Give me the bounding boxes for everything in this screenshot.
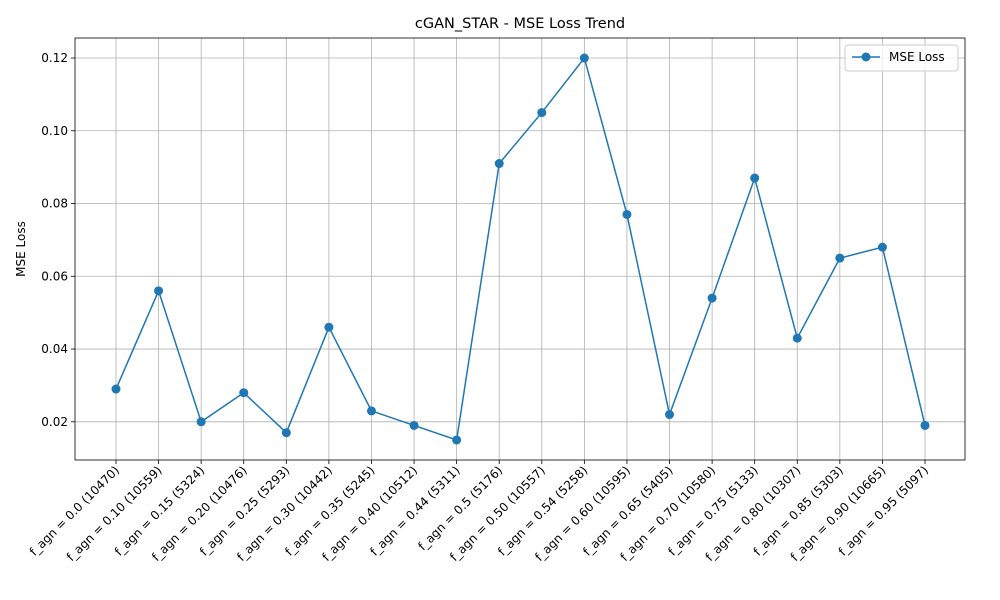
y-tick-label-1: 0.04 — [41, 342, 68, 356]
data-point-6 — [366, 406, 376, 416]
data-point-10 — [537, 108, 547, 118]
data-point-13 — [665, 410, 675, 420]
y-tick-label-4: 0.10 — [41, 124, 68, 138]
legend-entry-mse-loss: MSE Loss — [889, 50, 945, 64]
data-point-11 — [579, 53, 589, 63]
data-point-1 — [154, 286, 164, 296]
plot-frame — [74, 37, 966, 461]
legend-box — [844, 44, 959, 72]
grid-lines — [75, 38, 965, 460]
y-axis-ticks: 0.02 0.04 0.06 0.08 0.10 0.12 — [41, 51, 75, 429]
data-point-7 — [409, 420, 419, 430]
chart-title: cGAN_STAR - MSE Loss Trend — [415, 16, 625, 32]
y-tick-label-0: 0.02 — [41, 415, 68, 429]
y-tick-label-3: 0.08 — [41, 197, 68, 211]
legend: MSE Loss — [844, 44, 959, 72]
y-tick-label-5: 0.12 — [41, 51, 68, 65]
data-point-0 — [111, 384, 121, 394]
data-point-8 — [452, 435, 462, 445]
data-point-19 — [920, 420, 930, 430]
y-axis-label: MSE Loss — [14, 221, 28, 277]
data-point-2 — [196, 417, 206, 427]
series-line-0 — [115, 56, 926, 441]
axes — [74, 37, 966, 461]
y-tick-label-2: 0.06 — [41, 269, 68, 283]
data-point-16 — [792, 333, 802, 343]
data-point-15 — [750, 173, 760, 183]
data-point-18 — [877, 242, 887, 252]
data-point-3 — [239, 388, 249, 398]
data-point-17 — [835, 253, 845, 263]
data-point-9 — [494, 159, 504, 169]
data-point-12 — [622, 209, 632, 219]
legend-marker-swatch — [861, 52, 871, 62]
series-mse-loss — [111, 53, 930, 445]
data-point-14 — [707, 293, 717, 303]
data-point-4 — [281, 428, 291, 438]
data-point-5 — [324, 322, 334, 332]
